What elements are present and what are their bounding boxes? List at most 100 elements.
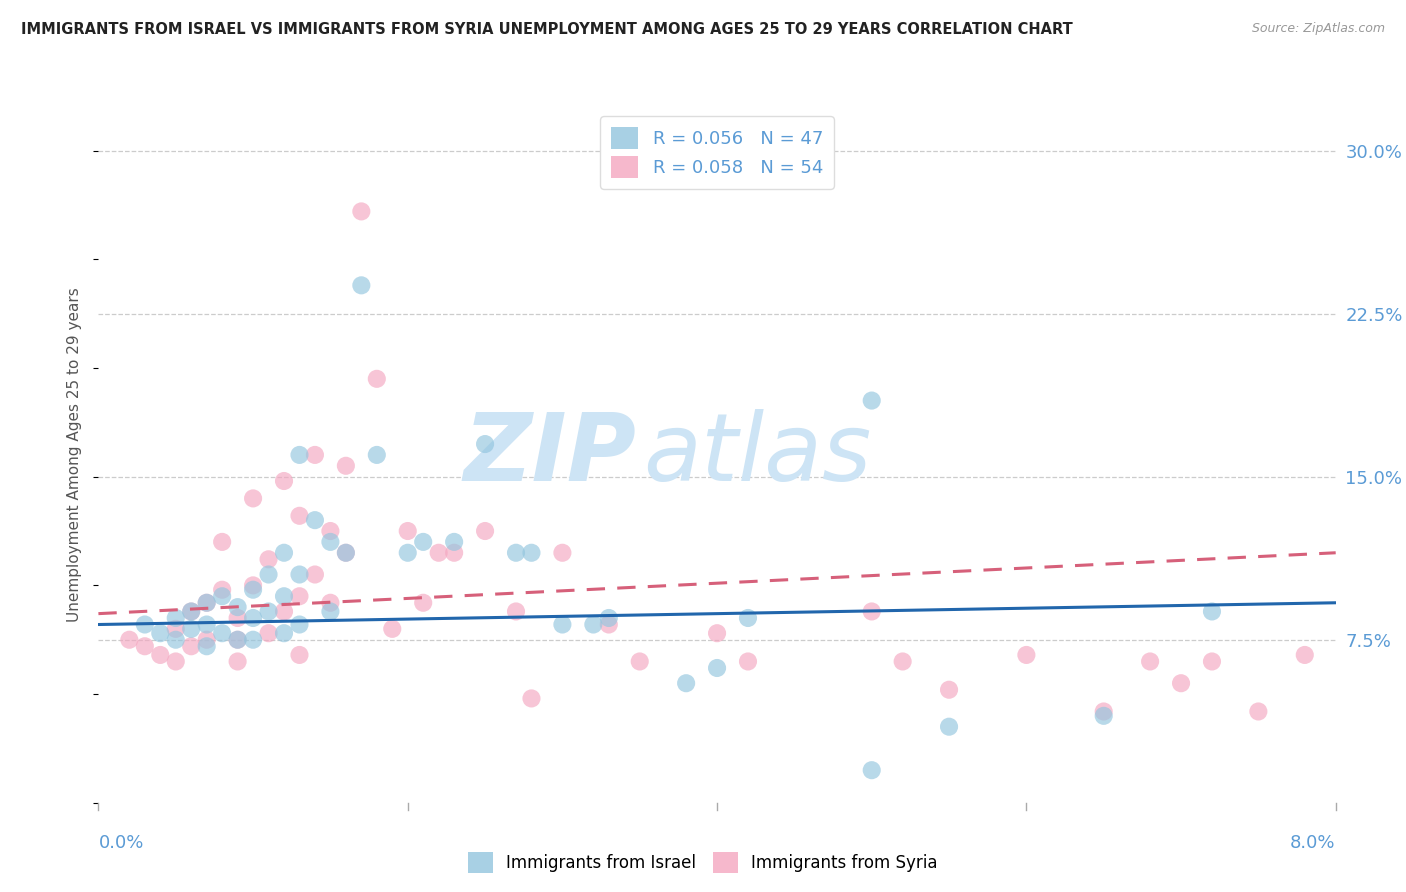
Point <box>273 589 295 603</box>
Point <box>288 448 311 462</box>
Point <box>366 448 388 462</box>
Point <box>505 546 527 560</box>
Point <box>165 622 187 636</box>
Point <box>474 437 496 451</box>
Point <box>706 661 728 675</box>
Point <box>1201 605 1223 619</box>
Point <box>319 596 342 610</box>
Point <box>304 567 326 582</box>
Point <box>350 278 373 293</box>
Text: atlas: atlas <box>643 409 872 500</box>
Point <box>180 605 202 619</box>
Point <box>598 611 620 625</box>
Point <box>195 596 218 610</box>
Point <box>165 655 187 669</box>
Point <box>226 632 249 647</box>
Point <box>118 632 141 647</box>
Point <box>134 617 156 632</box>
Point <box>938 720 960 734</box>
Point <box>195 617 218 632</box>
Point <box>165 632 187 647</box>
Point <box>1139 655 1161 669</box>
Point <box>1170 676 1192 690</box>
Point <box>180 605 202 619</box>
Point <box>257 552 280 566</box>
Point <box>551 546 574 560</box>
Text: ZIP: ZIP <box>464 409 637 501</box>
Point <box>1015 648 1038 662</box>
Text: IMMIGRANTS FROM ISRAEL VS IMMIGRANTS FROM SYRIA UNEMPLOYMENT AMONG AGES 25 TO 29: IMMIGRANTS FROM ISRAEL VS IMMIGRANTS FRO… <box>21 22 1073 37</box>
Point <box>180 622 202 636</box>
Point <box>737 611 759 625</box>
Point <box>195 632 218 647</box>
Text: 0.0%: 0.0% <box>98 834 143 852</box>
Point <box>860 393 883 408</box>
Point <box>273 546 295 560</box>
Point <box>242 632 264 647</box>
Point <box>257 567 280 582</box>
Point <box>1201 655 1223 669</box>
Point <box>211 589 233 603</box>
Point <box>1092 705 1115 719</box>
Point <box>319 535 342 549</box>
Point <box>226 632 249 647</box>
Point <box>257 626 280 640</box>
Point <box>551 617 574 632</box>
Point <box>273 474 295 488</box>
Point <box>134 639 156 653</box>
Point <box>165 611 187 625</box>
Text: 8.0%: 8.0% <box>1291 834 1336 852</box>
Point <box>860 763 883 777</box>
Point <box>706 626 728 640</box>
Point <box>335 458 357 473</box>
Point <box>304 513 326 527</box>
Point <box>474 524 496 538</box>
Point <box>288 589 311 603</box>
Point <box>226 655 249 669</box>
Point <box>598 617 620 632</box>
Point <box>149 626 172 640</box>
Point <box>396 524 419 538</box>
Point <box>273 605 295 619</box>
Legend: R = 0.056   N = 47, R = 0.058   N = 54: R = 0.056 N = 47, R = 0.058 N = 54 <box>600 116 834 189</box>
Point <box>226 611 249 625</box>
Point <box>520 546 543 560</box>
Point <box>242 491 264 506</box>
Point <box>860 605 883 619</box>
Point <box>226 600 249 615</box>
Point <box>366 372 388 386</box>
Point <box>195 596 218 610</box>
Point <box>443 535 465 549</box>
Point <box>675 676 697 690</box>
Point <box>1247 705 1270 719</box>
Point <box>1294 648 1316 662</box>
Point <box>195 639 218 653</box>
Y-axis label: Unemployment Among Ages 25 to 29 years: Unemployment Among Ages 25 to 29 years <box>67 287 83 623</box>
Point <box>242 582 264 597</box>
Point <box>381 622 404 636</box>
Text: Source: ZipAtlas.com: Source: ZipAtlas.com <box>1251 22 1385 36</box>
Point <box>257 605 280 619</box>
Point <box>149 648 172 662</box>
Point <box>288 567 311 582</box>
Point <box>180 639 202 653</box>
Point <box>505 605 527 619</box>
Point <box>288 648 311 662</box>
Point <box>211 626 233 640</box>
Point <box>628 655 651 669</box>
Point <box>288 508 311 523</box>
Point <box>520 691 543 706</box>
Point <box>211 582 233 597</box>
Point <box>273 626 295 640</box>
Point <box>319 605 342 619</box>
Point <box>443 546 465 560</box>
Point <box>427 546 450 560</box>
Point <box>396 546 419 560</box>
Point <box>737 655 759 669</box>
Point <box>335 546 357 560</box>
Point <box>242 611 264 625</box>
Point <box>335 546 357 560</box>
Legend: Immigrants from Israel, Immigrants from Syria: Immigrants from Israel, Immigrants from … <box>461 846 945 880</box>
Point <box>582 617 605 632</box>
Point <box>350 204 373 219</box>
